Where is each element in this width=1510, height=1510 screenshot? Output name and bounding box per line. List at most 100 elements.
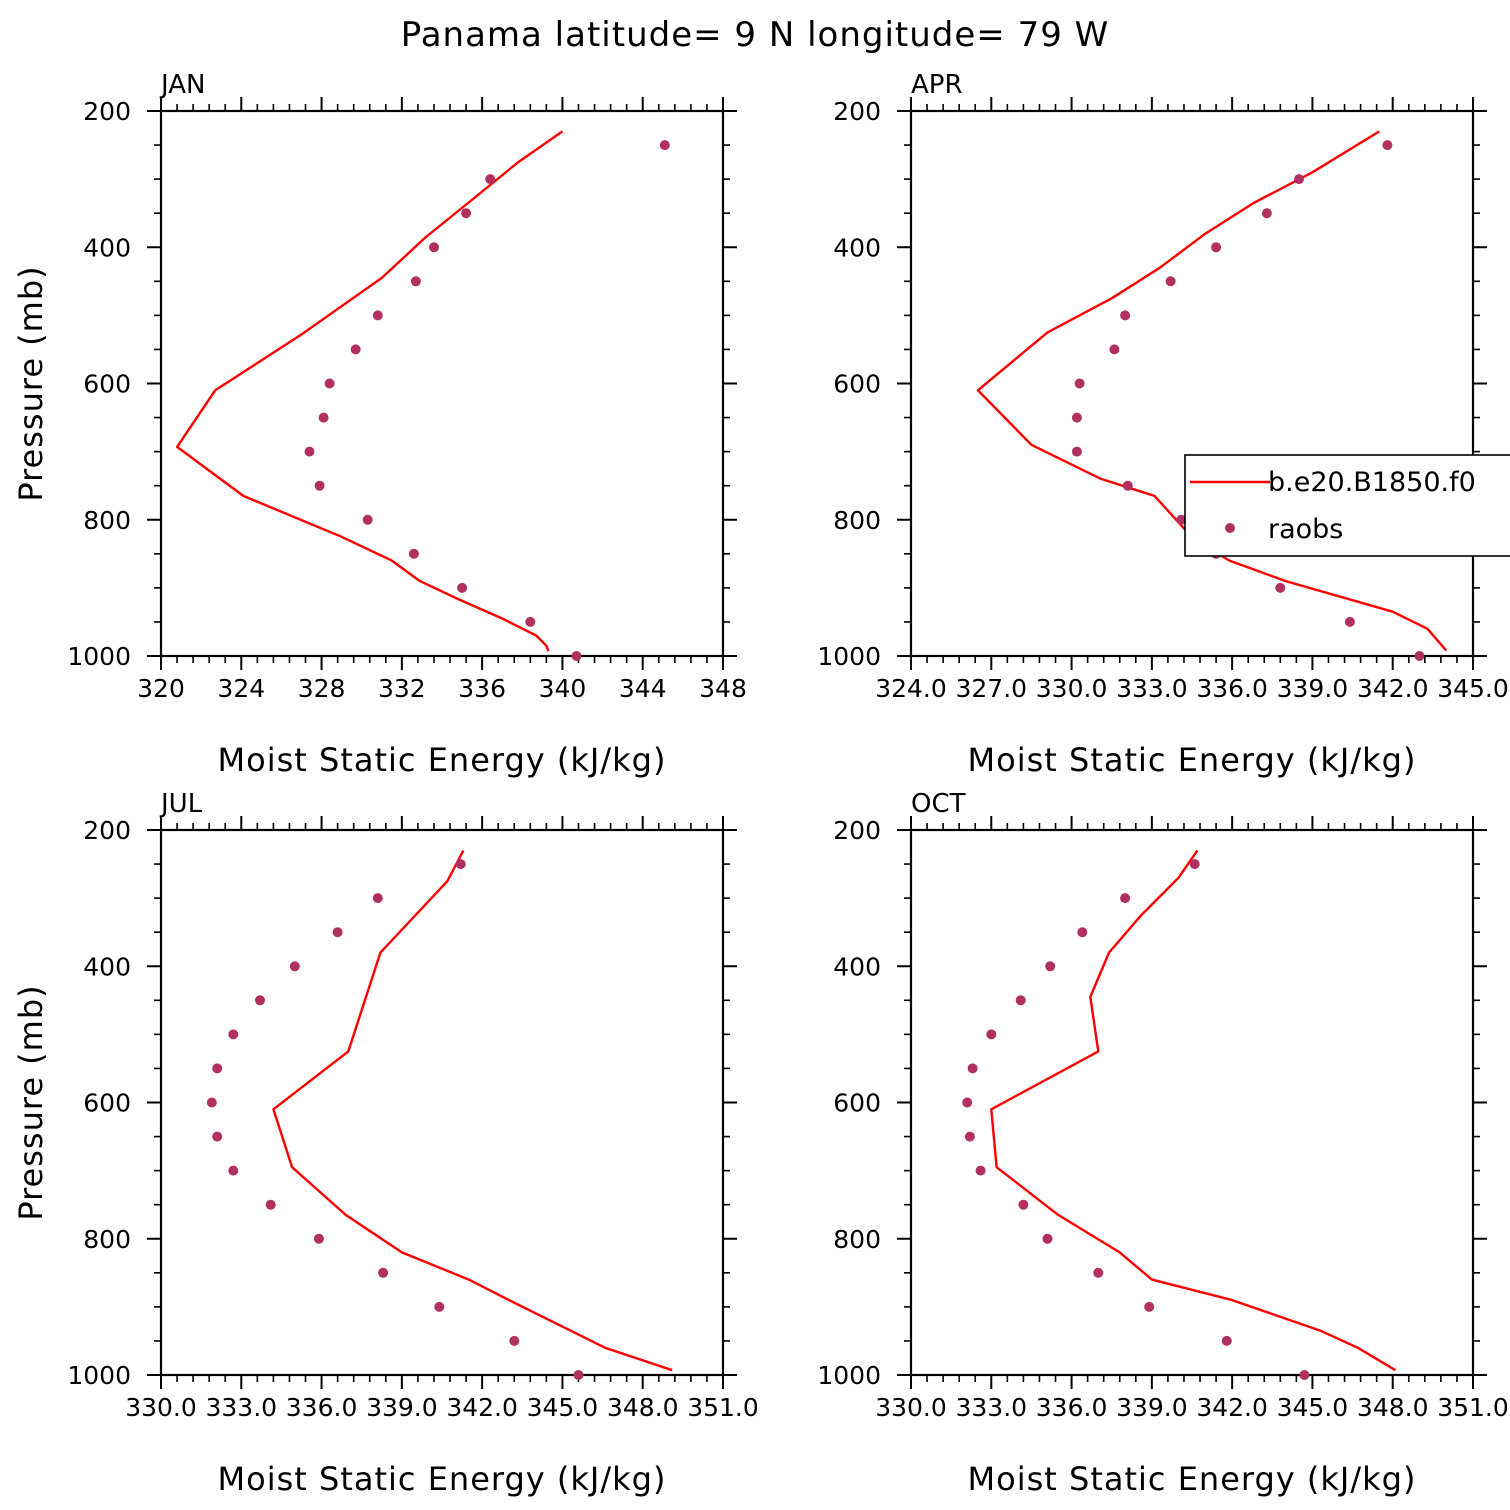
- raobs-point: [967, 1063, 978, 1074]
- x-axis-label: Moist Static Energy (kJ/kg): [968, 1460, 1417, 1498]
- raobs-point: [1299, 1370, 1310, 1380]
- x-tick-label: 348.0: [1357, 1393, 1429, 1422]
- plot-frame: [159, 828, 725, 1377]
- x-tick-label: 348: [699, 674, 747, 703]
- plot-frame: [909, 828, 1475, 1377]
- raobs-point: [1414, 651, 1425, 661]
- x-tick-label: 336: [458, 674, 506, 703]
- x-tick-label: 351.0: [687, 1393, 759, 1422]
- x-tick-label: 333.0: [205, 1393, 277, 1422]
- raobs-point: [573, 1370, 584, 1380]
- raobs-point: [1120, 310, 1131, 321]
- x-tick-label: 340: [539, 674, 587, 703]
- raobs-point: [228, 1029, 239, 1040]
- x-tick-label: 336.0: [1196, 674, 1268, 703]
- raobs-point: [1382, 140, 1393, 151]
- raobs-point: [1109, 344, 1120, 355]
- raobs-point: [986, 1029, 997, 1040]
- raobs-point: [1275, 582, 1286, 593]
- x-tick-label: 342.0: [446, 1393, 518, 1422]
- x-tick-label: 330.0: [1036, 674, 1108, 703]
- x-tick-label: 332: [378, 674, 426, 703]
- model-profile-line: [175, 130, 564, 652]
- x-tick-label: 345.0: [527, 1393, 599, 1422]
- panel-apr: 324.0 327.0 330.0 333.0 336.0 339.0 342.0 345.0…: [817, 70, 1510, 779]
- raobs-point: [1261, 208, 1272, 219]
- raobs-point: [324, 378, 335, 389]
- x-tick-label: 336.0: [286, 1393, 358, 1422]
- y-tick-label: 1000: [817, 642, 881, 671]
- plot-frame: [159, 109, 725, 658]
- figure-title: Panama latitude= 9 N longitude= 79 W: [401, 15, 1110, 55]
- raobs-point: [255, 995, 265, 1006]
- raobs-point: [206, 1097, 217, 1108]
- raobs-point: [1221, 1335, 1232, 1346]
- raobs-point: [509, 1335, 520, 1346]
- x-tick-label: 330.0: [125, 1393, 197, 1422]
- raobs-point: [962, 1097, 973, 1108]
- y-tick-label: 800: [833, 1225, 881, 1254]
- raobs-point: [1077, 927, 1088, 938]
- raobs-point: [434, 1301, 445, 1312]
- x-tick-label: 324.0: [875, 674, 947, 703]
- legend-label-raobs: raobs: [1268, 514, 1343, 545]
- raobs-point: [1122, 480, 1133, 491]
- y-tick-label: 400: [83, 233, 131, 262]
- raobs-point: [461, 208, 472, 219]
- raobs-point: [429, 242, 439, 253]
- y-tick-label: 800: [833, 506, 881, 535]
- x-tick-label: 345.0: [1437, 674, 1509, 703]
- y-tick-label: 800: [83, 1225, 131, 1254]
- model-profile-line: [990, 849, 1397, 1372]
- x-tick-label: 333.0: [1116, 674, 1188, 703]
- x-tick-label: 345.0: [1277, 1393, 1349, 1422]
- y-tick-label: 1000: [67, 642, 131, 671]
- x-tick-label: 339.0: [1116, 1393, 1188, 1422]
- y-tick-label: 600: [83, 370, 131, 399]
- raobs-point: [228, 1165, 239, 1176]
- x-tick-label: 320: [137, 674, 185, 703]
- raobs-point: [1071, 412, 1082, 423]
- y-tick-label: 1000: [67, 1361, 131, 1390]
- raobs-point: [289, 961, 300, 972]
- raobs-point: [1294, 174, 1304, 185]
- raobs-point: [1211, 242, 1222, 253]
- panel-title: OCT: [911, 789, 966, 819]
- raobs-point: [571, 651, 582, 661]
- plot-frame: [909, 109, 1475, 658]
- panel-title: JAN: [159, 70, 205, 100]
- x-tick-label: 342.0: [1196, 1393, 1268, 1422]
- x-tick-label: 344: [619, 674, 667, 703]
- raobs-point: [1042, 1233, 1053, 1244]
- panel-jan: 320 324 328 332 336 340 344 348 200 400 600 800 1000…: [12, 70, 747, 779]
- raobs-point: [372, 893, 383, 904]
- y-tick-label: 800: [83, 506, 131, 535]
- raobs-point: [332, 927, 343, 938]
- raobs-point: [455, 859, 466, 870]
- y-tick-label: 200: [833, 816, 881, 845]
- x-axis-label: Moist Static Energy (kJ/kg): [218, 1460, 667, 1498]
- y-axis-label: Pressure (mb): [12, 984, 50, 1220]
- panel-oct: 330.0 333.0 336.0 339.0 342.0 345.0 348.0 351.0…: [817, 789, 1508, 1498]
- raobs-point: [964, 1131, 975, 1142]
- x-tick-label: 342.0: [1357, 674, 1429, 703]
- raobs-point: [350, 344, 361, 355]
- raobs-point: [314, 480, 325, 491]
- raobs-point: [304, 446, 315, 457]
- panel-title: JUL: [159, 789, 203, 819]
- x-tick-label: 351.0: [1437, 1393, 1509, 1422]
- raobs-point: [212, 1063, 223, 1074]
- raobs-point: [410, 276, 421, 287]
- raobs-point: [362, 514, 373, 525]
- x-tick-label: 328: [298, 674, 346, 703]
- y-tick-label: 600: [83, 1089, 131, 1118]
- panel-jul: 330.0 333.0 336.0 339.0 342.0 345.0 348.0 351.0…: [12, 789, 759, 1498]
- raobs-point: [1074, 378, 1085, 389]
- raobs-point: [1018, 1199, 1029, 1210]
- raobs-point: [408, 548, 419, 559]
- x-tick-label: 339.0: [366, 1393, 438, 1422]
- raobs-point: [1015, 995, 1026, 1006]
- raobs-point: [1071, 446, 1082, 457]
- y-tick-label: 200: [83, 816, 131, 845]
